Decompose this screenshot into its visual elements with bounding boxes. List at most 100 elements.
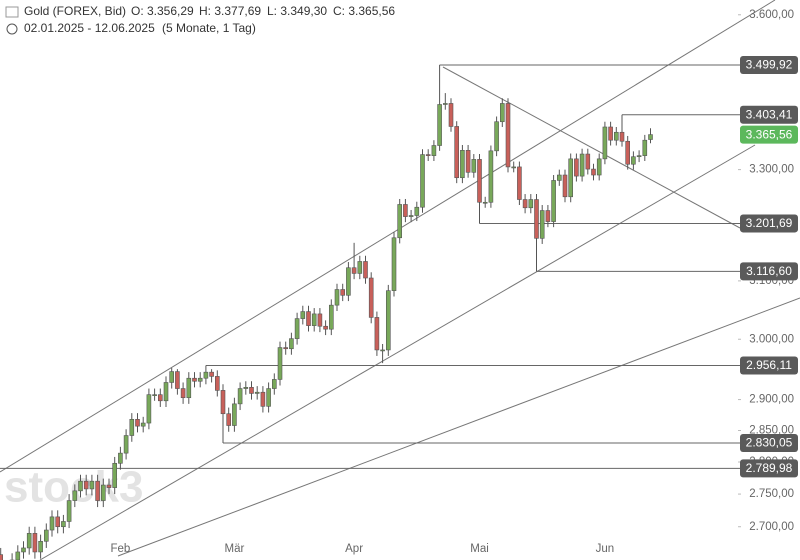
candle-body [517, 166, 522, 200]
candle-body [574, 158, 579, 177]
price-label: 3.365,56 [746, 127, 793, 141]
low: L: 3.349,30 [267, 4, 327, 18]
candle-body [226, 413, 231, 426]
candle-body [494, 121, 499, 152]
candle-body [38, 540, 43, 553]
candle-body [192, 377, 197, 382]
price-box [740, 356, 798, 375]
candle-body [32, 533, 38, 553]
watermark: stock3 [4, 463, 143, 512]
candle-body [55, 516, 61, 528]
candle-body [408, 215, 414, 217]
candle-body [306, 311, 311, 326]
candle-body [625, 140, 631, 165]
candle-body [346, 267, 351, 296]
candle-body [380, 349, 385, 352]
candle-body [648, 134, 653, 140]
candle-body [357, 261, 363, 274]
candle-body [505, 103, 511, 168]
y-tick-label: 3.000,00 [749, 333, 794, 345]
x-tick-label: Mär [224, 543, 244, 555]
candle-body [488, 150, 494, 203]
price-label: 3.116,60 [746, 264, 792, 278]
price-box [740, 105, 798, 124]
candle-body [539, 210, 545, 239]
candle-body [351, 267, 357, 274]
candle-body [78, 480, 83, 492]
candle-body [334, 289, 340, 306]
clock-icon [6, 23, 18, 35]
candle-body [112, 462, 117, 488]
candle-body [403, 204, 408, 217]
candle-body [636, 155, 642, 158]
trend-line [117, 297, 800, 557]
y-tick-label: 2.750,00 [749, 488, 794, 500]
candle-body [277, 347, 283, 380]
candle-body [471, 159, 477, 173]
candle-body [477, 159, 482, 203]
candle-body [43, 529, 49, 542]
candle-body [528, 199, 534, 209]
candle-body [454, 126, 460, 179]
candle-body [522, 199, 528, 209]
candle-body [203, 371, 209, 379]
x-tick-label: Jun [596, 543, 615, 555]
candle-body [562, 174, 568, 198]
candle-body [140, 422, 146, 427]
period: (5 Monate, 1 Tag) [162, 21, 256, 35]
candle-body [545, 210, 551, 222]
range: 02.01.2025 - 12.06.2025 [24, 21, 155, 35]
candle-body [237, 388, 243, 405]
candle-body [556, 174, 562, 181]
candle-body [340, 289, 346, 296]
candle-body [254, 391, 260, 394]
candle-body [465, 150, 471, 173]
price-box [740, 214, 798, 233]
candle-body [420, 154, 425, 208]
candle-body [323, 325, 328, 330]
candle-body [591, 168, 596, 176]
price-box [740, 434, 798, 453]
candle-body [243, 387, 249, 389]
high: H: 3.377,69 [199, 4, 261, 18]
candle-body [106, 484, 112, 488]
candle-body [499, 103, 505, 123]
candle-body [311, 313, 317, 326]
candle-body [209, 371, 214, 377]
candle-body [619, 131, 625, 142]
candle-body [101, 484, 106, 501]
title: Gold (FOREX, Bid) [24, 4, 126, 18]
candle-body [260, 391, 266, 407]
candle-body [368, 277, 374, 318]
icon [5, 6, 19, 18]
candle-body [49, 516, 55, 531]
candle-body [158, 394, 163, 402]
price-label: 3.403,41 [746, 107, 793, 121]
candle-body [175, 371, 180, 389]
candle-body [163, 382, 169, 402]
candle-body [642, 139, 648, 156]
open: O: 3.356,29 [131, 4, 194, 18]
candle-body [146, 394, 152, 424]
price-box [740, 125, 798, 144]
candle-body [568, 158, 574, 198]
price-label: 2.956,11 [746, 358, 792, 372]
candle-body [534, 199, 539, 239]
candle-body [123, 435, 129, 454]
price-box [740, 459, 798, 478]
candle-body [129, 419, 135, 436]
candle-body [414, 206, 420, 216]
candle-body [482, 201, 488, 204]
candle-body [613, 131, 619, 141]
candle-body [135, 419, 140, 427]
candle-body [511, 166, 517, 169]
price-label: 2.830,05 [746, 436, 793, 450]
candle-body [72, 490, 78, 501]
candle-body [579, 153, 585, 177]
x-tick-label: Feb [110, 543, 130, 555]
candle-body [15, 551, 21, 560]
candle-body [631, 156, 636, 165]
candle-body [26, 533, 32, 549]
candle-body [118, 452, 123, 464]
candle-body [608, 126, 613, 141]
